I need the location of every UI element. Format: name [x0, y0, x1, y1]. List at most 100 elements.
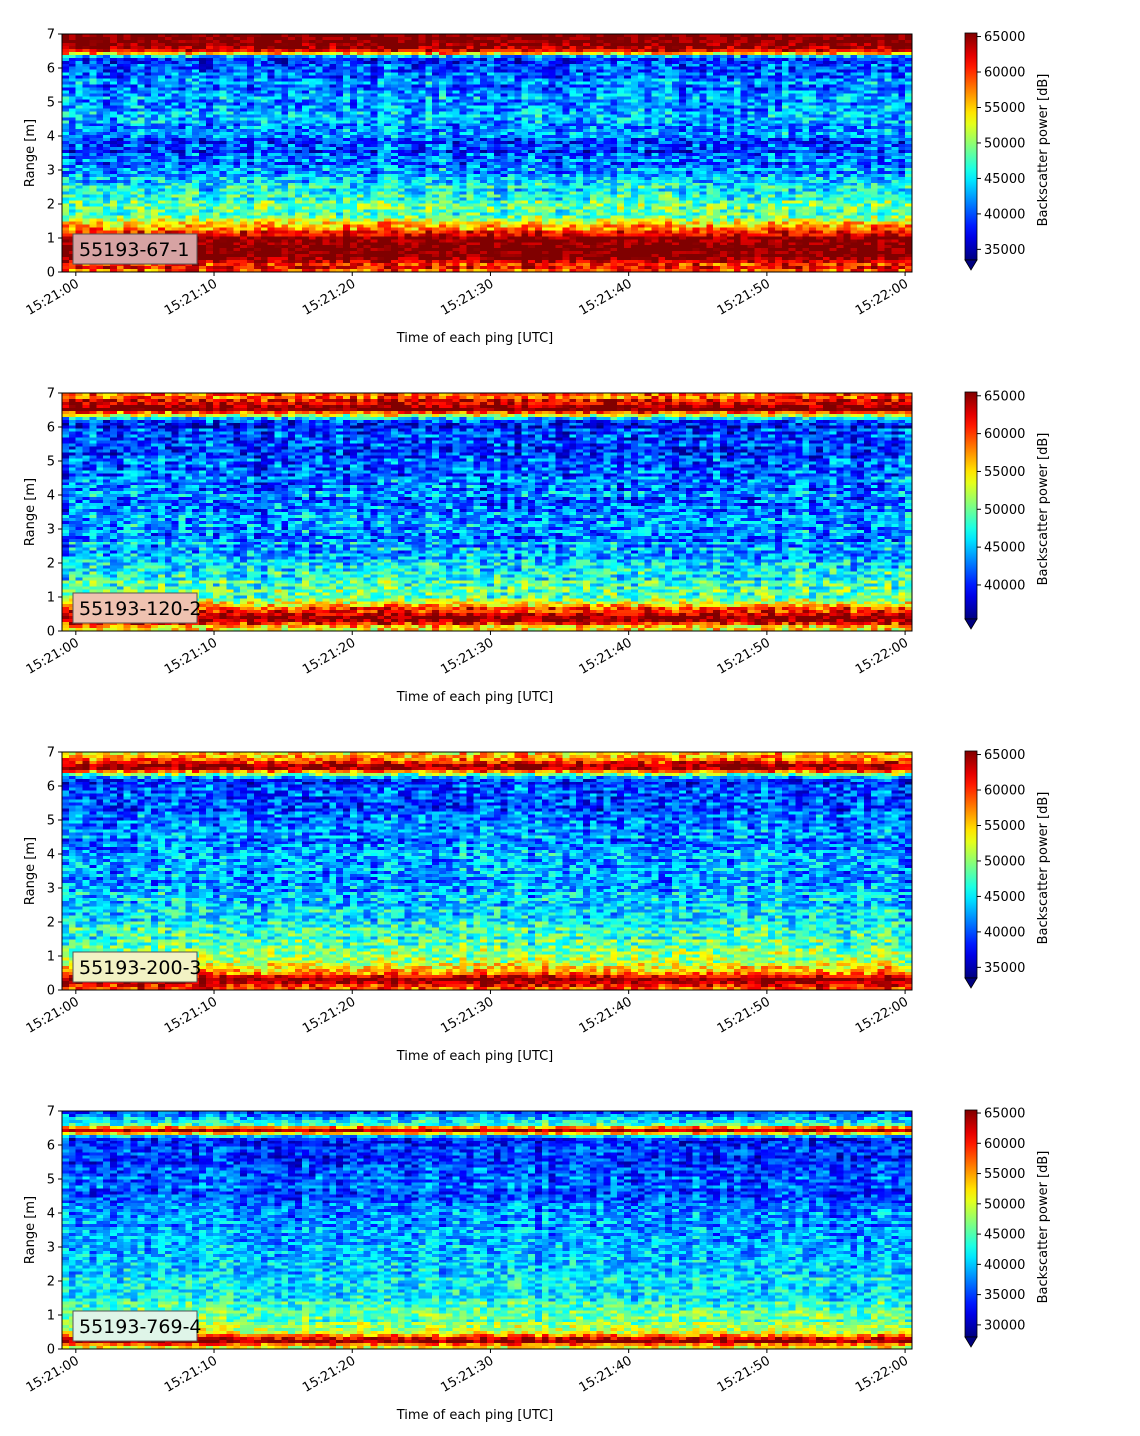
y-tick-label: 3: [47, 882, 55, 897]
y-tick-label: 7: [47, 746, 55, 761]
colorbar-tick-label: 45000: [984, 541, 1025, 556]
y-tick-label: 3: [47, 164, 55, 179]
station-label-box: [72, 233, 198, 265]
x-axis-label: Time of each ping [UTC]: [396, 1049, 554, 1064]
x-tick-label: 15:21:50: [715, 994, 773, 1036]
x-tick-label: 15:21:10: [162, 635, 220, 677]
station-label: 55193-769-4: [72, 1310, 202, 1342]
station-label: 55193-67-1: [72, 233, 198, 265]
colorbar-tick-label: 30000: [984, 1318, 1025, 1333]
y-tick-label: 4: [47, 848, 55, 863]
x-tick-label: 15:21:40: [577, 276, 635, 318]
chart-panel-2: 0 1 2 3 4 5 6 7 Range [m] 15:21:00 15:21:10 15:21:2…: [23, 387, 1051, 706]
colorbar-tick-label: 40000: [984, 207, 1025, 222]
x-tick-label: 15:21:40: [577, 1353, 635, 1395]
x-tick-label: 15:21:40: [577, 994, 635, 1036]
chart-panel-1: 0 1 2 3 4 5 6 7 Range [m] 15:21:00 15:21:10 15:21:2…: [23, 28, 1051, 347]
colorbar-tick-label: 60000: [984, 1137, 1025, 1152]
colorbar-tick-label: 45000: [984, 172, 1025, 187]
x-axis-label: Time of each ping [UTC]: [396, 690, 554, 705]
station-label: 55193-200-3: [72, 951, 202, 983]
colorbar-tick-label: 65000: [984, 389, 1025, 404]
colorbar-tick-label: 65000: [984, 30, 1025, 45]
colorbar-tick-label: 55000: [984, 1167, 1025, 1182]
colorbar-extend-arrow: [964, 1336, 978, 1348]
y-tick-label: 7: [47, 1105, 55, 1120]
station-label-text: 55193-120-2: [79, 598, 202, 620]
colorbar-tick-label: 60000: [984, 784, 1025, 799]
x-tick-label: 15:21:00: [24, 994, 82, 1036]
heatmap-image: [62, 752, 912, 990]
x-tick-label: 15:22:00: [853, 994, 911, 1036]
y-axis-label: Range [m]: [23, 1196, 38, 1264]
station-label-text: 55193-67-1: [79, 239, 189, 261]
colorbar: 35000 40000 45000 50000 55000 60000 65000 Backs…: [964, 30, 1051, 271]
colorbar: 35000 40000 45000 50000 55000 60000 65000 Backs…: [964, 748, 1051, 989]
x-tick-label: 15:21:00: [24, 276, 82, 318]
y-tick-label: 6: [47, 1139, 55, 1154]
y-tick-label: 0: [47, 1343, 55, 1358]
station-label-box: [72, 951, 198, 983]
y-tick-label: 5: [47, 455, 55, 470]
plot-frame: [61, 392, 913, 632]
x-axis-label: Time of each ping [UTC]: [396, 331, 554, 346]
colorbar-tick-label: 60000: [984, 427, 1025, 442]
station-label-box: [72, 1310, 198, 1342]
x-axis-label: Time of each ping [UTC]: [396, 1408, 554, 1423]
colorbar-strip: [964, 750, 978, 979]
colorbar-strip: [964, 391, 978, 620]
y-tick-label: 3: [47, 523, 55, 538]
x-tick-label: 15:21:30: [438, 1353, 496, 1395]
chart-panel-4: 0 1 2 3 4 5 6 7 Range [m] 15:21:00 15:21:10 15:21:2…: [23, 1105, 1051, 1424]
x-tick-label: 15:21:50: [715, 635, 773, 677]
y-tick-label: 2: [47, 916, 55, 931]
x-tick-label: 15:21:50: [715, 276, 773, 318]
colorbar-tick-label: 45000: [984, 890, 1025, 905]
colorbar-tick-label: 50000: [984, 854, 1025, 869]
y-tick-label: 5: [47, 1173, 55, 1188]
colorbar: 40000 45000 50000 55000 60000 65000 Backscatte…: [964, 389, 1051, 630]
colorbar-strip: [964, 32, 978, 261]
station-label: 55193-120-2: [72, 592, 202, 624]
y-tick-label: 4: [47, 130, 55, 145]
plot-frame: [61, 33, 913, 273]
heatmap-image: [62, 1111, 912, 1349]
y-tick-label: 7: [47, 387, 55, 402]
heatmap-image: [62, 34, 912, 272]
y-tick-label: 2: [47, 1275, 55, 1290]
station-label-text: 55193-769-4: [79, 1316, 202, 1338]
colorbar-extend-arrow: [964, 259, 978, 271]
y-tick-label: 6: [47, 780, 55, 795]
colorbar-tick-label: 55000: [984, 465, 1025, 480]
colorbar-label: Backscatter power [dB]: [1036, 74, 1051, 227]
y-tick-label: 7: [47, 28, 55, 43]
colorbar-tick-label: 55000: [984, 101, 1025, 116]
x-tick-label: 15:21:20: [300, 1353, 358, 1395]
colorbar-label: Backscatter power [dB]: [1036, 1151, 1051, 1304]
plot-frame: [61, 1110, 913, 1350]
x-tick-label: 15:21:30: [438, 635, 496, 677]
colorbar-tick-label: 60000: [984, 66, 1025, 81]
x-tick-label: 15:21:00: [24, 1353, 82, 1395]
colorbar-tick-label: 55000: [984, 819, 1025, 834]
colorbar-tick-label: 35000: [984, 243, 1025, 258]
station-label-text: 55193-200-3: [79, 957, 202, 979]
x-tick-label: 15:22:00: [853, 635, 911, 677]
heatmap-image: [62, 393, 912, 631]
y-axis-label: Range [m]: [23, 837, 38, 905]
x-tick-label: 15:21:30: [438, 994, 496, 1036]
station-label-box: [72, 592, 198, 624]
colorbar-tick-label: 35000: [984, 961, 1025, 976]
x-tick-label: 15:21:10: [162, 1353, 220, 1395]
y-tick-label: 1: [47, 950, 55, 965]
colorbar-extend-arrow: [964, 977, 978, 989]
y-tick-label: 1: [47, 232, 55, 247]
colorbar-strip: [964, 1109, 978, 1338]
colorbar-tick-label: 40000: [984, 925, 1025, 940]
y-tick-label: 3: [47, 1241, 55, 1256]
colorbar-label: Backscatter power [dB]: [1036, 433, 1051, 586]
x-tick-label: 15:21:10: [162, 994, 220, 1036]
y-axis-label: Range [m]: [23, 119, 38, 187]
y-tick-label: 5: [47, 96, 55, 111]
